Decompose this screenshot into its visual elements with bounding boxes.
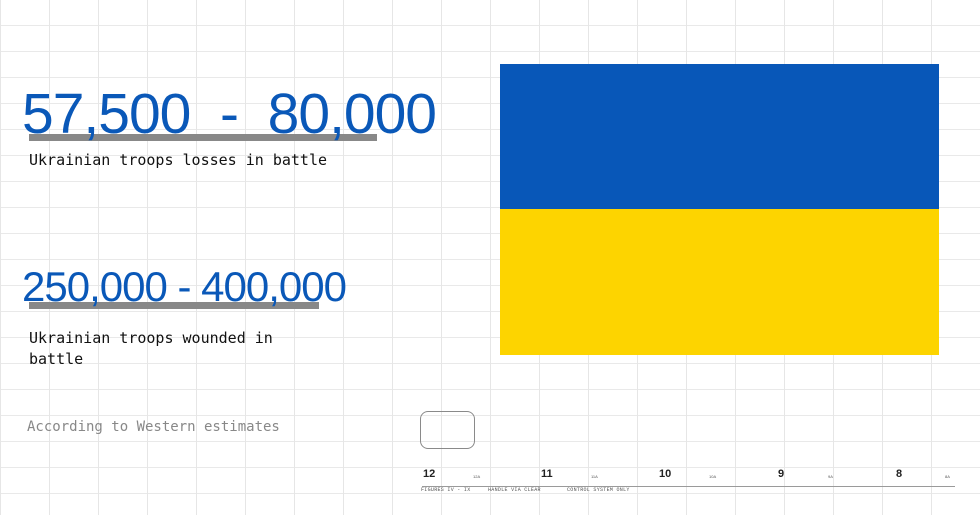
losses-range: 57,500 - 80,000 [22,82,437,146]
ruler-tick: 11 [541,468,553,480]
wounded-range: 250,000 - 400,000 [22,263,347,310]
ruler-fine-print: HANDLE VIA CLEAR [488,487,541,493]
ruler-tick: 8 [896,468,903,480]
ruler-fine-print: CONTROL SYSTEM ONLY [567,487,630,493]
ruler-subtick: 9A [828,474,833,479]
stat-underline [29,302,319,309]
stat-underline [29,134,377,141]
ruler-line [422,486,955,487]
ruler-tick: 9 [778,468,785,480]
losses-caption: Ukrainian troops losses in battle [29,151,328,169]
wounded-caption: Ukrainian troops wounded in battle [29,329,273,368]
source-note: According to Western estimates [27,419,280,435]
ukraine-flag [500,64,939,355]
ruler-fine-print: FIGURES IV - IX [421,487,471,493]
rounded-frame [420,411,475,449]
ruler-tick: 10 [659,468,672,480]
ruler-subtick: 8A [945,474,950,479]
ruler-subtick: 12A [473,474,481,479]
flag-blue-stripe [500,64,939,209]
ruler-tick: 12 [423,468,436,480]
flag-yellow-stripe [500,209,939,355]
ruler-subtick: 11A [591,474,598,479]
ruler-subtick: 10A [709,474,717,479]
